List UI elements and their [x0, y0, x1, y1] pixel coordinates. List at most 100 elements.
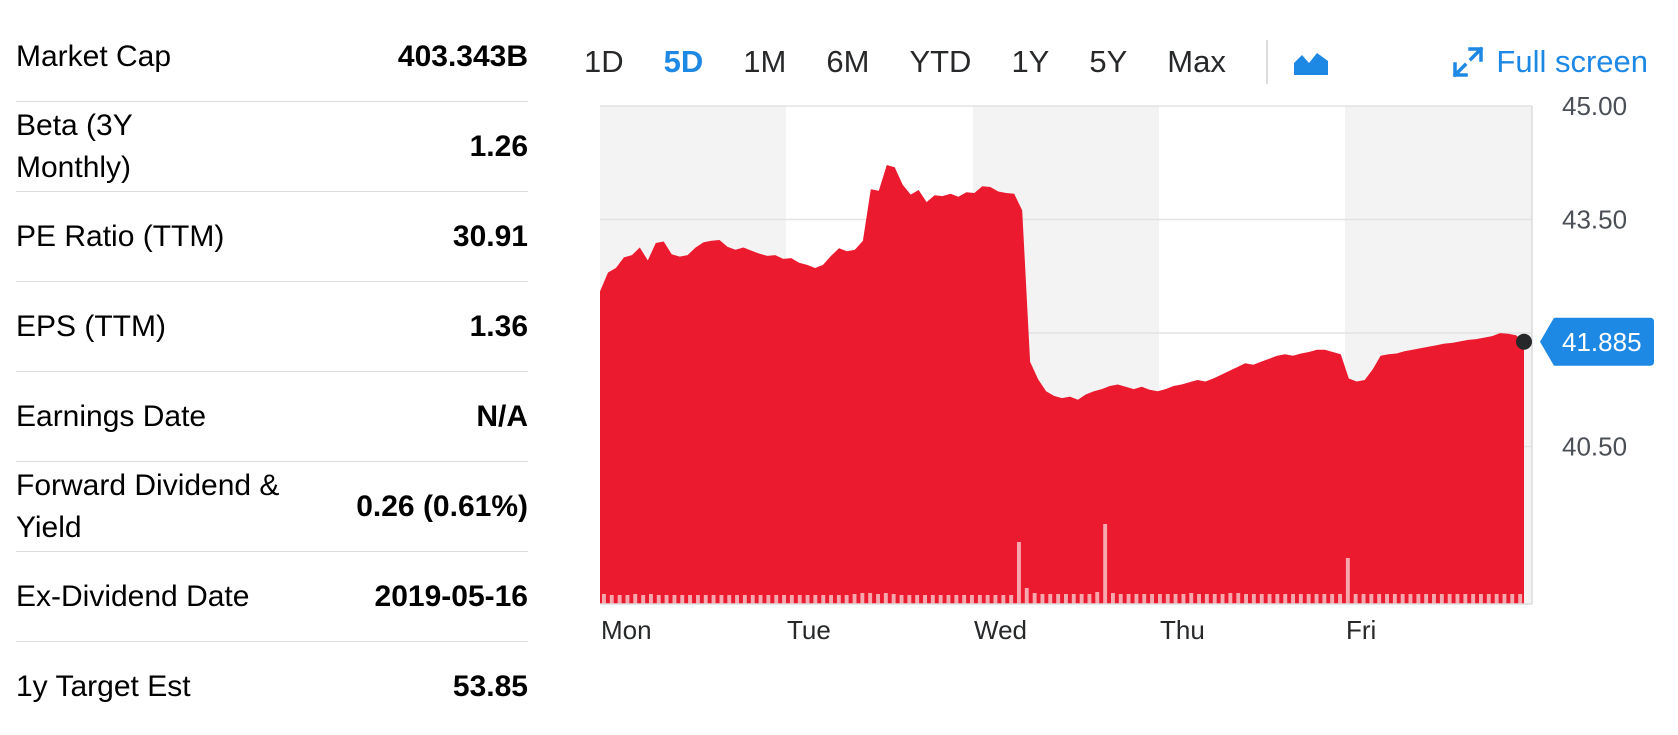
volume-bar [1197, 594, 1201, 604]
range-tab-5y[interactable]: 5Y [1089, 44, 1128, 79]
volume-bar [1322, 594, 1327, 604]
volume-bar [1087, 594, 1092, 604]
fullscreen-button[interactable]: Full screen [1452, 38, 1648, 86]
volume-bar [977, 595, 982, 604]
volume-bar [1392, 594, 1397, 604]
volume-bar [868, 593, 873, 604]
volume-bar [719, 595, 724, 604]
volume-bar [1181, 594, 1186, 604]
price-badge [1540, 317, 1654, 366]
x-tick-tue: Tue [787, 615, 831, 645]
volume-bar [1518, 594, 1523, 604]
volume-bar [1510, 594, 1515, 604]
volume-bar [1111, 593, 1115, 604]
volume-bar [1455, 594, 1460, 604]
volume-bar [946, 595, 951, 604]
range-tab-1y[interactable]: 1Y [1011, 44, 1050, 79]
volume-bar [1095, 592, 1100, 604]
volume-bar [797, 595, 802, 604]
stat-value: 0.26 (0.61%) [356, 489, 528, 523]
stat-value: 403.343B [397, 39, 528, 73]
volume-bar [907, 595, 912, 604]
volume-bar [860, 593, 865, 604]
volume-bar [930, 595, 935, 604]
volume-bar [821, 595, 826, 604]
last-price-dot [1516, 333, 1532, 350]
volume-bar [1385, 594, 1389, 604]
volume-bar [1377, 594, 1382, 604]
range-tab-1m[interactable]: 1M [743, 44, 787, 79]
mountain-chart-icon[interactable] [1292, 47, 1330, 77]
y-axis: 45.00 43.50 40.50 [1562, 91, 1627, 462]
volume-bar [1204, 594, 1209, 604]
volume-bar [766, 595, 771, 604]
volume-bar [727, 595, 732, 604]
quote-summary-table: Market Cap 403.343B Beta (3Y Monthly) 1.… [16, 12, 528, 732]
volume-bar [1212, 594, 1217, 604]
volume-bar [1314, 594, 1319, 604]
x-tick-fri: Fri [1346, 615, 1376, 645]
volume-bar [1079, 594, 1084, 604]
volume-bar [970, 595, 974, 604]
volume-bar [1048, 594, 1053, 604]
volume-bar [1165, 594, 1170, 604]
volume-bar [1142, 594, 1147, 604]
volume-bar [1158, 594, 1162, 604]
volume-bar [1009, 595, 1014, 604]
range-tab-5d[interactable]: 5D [663, 44, 704, 79]
volume-bar [1306, 594, 1311, 604]
volume-bar [891, 594, 896, 604]
volume-bar [899, 595, 904, 604]
range-tab-max[interactable]: Max [1167, 44, 1226, 79]
stat-value: 1.26 [469, 129, 528, 163]
volume-bar [1126, 594, 1131, 604]
stat-row-pe-ratio: PE Ratio (TTM) 30.91 [16, 192, 528, 282]
volume-bar [688, 595, 692, 604]
volume-bar [672, 595, 677, 604]
fullscreen-label: Full screen [1496, 44, 1648, 79]
stat-label: PE Ratio (TTM) [16, 219, 225, 253]
volume-bar [664, 595, 669, 604]
volume-bar [1502, 594, 1507, 604]
volume-bar [1228, 593, 1233, 604]
range-tab-1d[interactable]: 1D [584, 44, 624, 79]
volume-bar [1283, 594, 1288, 604]
volume-bar [883, 593, 888, 604]
volume-bar [1259, 594, 1264, 604]
volume-bar [813, 595, 818, 604]
volume-bar [1471, 594, 1476, 604]
stat-label: EPS (TTM) [16, 309, 166, 343]
volume-bar [703, 595, 708, 604]
volume-bar [609, 595, 614, 604]
stat-value: 53.85 [452, 670, 528, 703]
volume-bar [1275, 594, 1280, 604]
volume-bar [602, 594, 606, 604]
stat-row-forward-dividend: Forward Dividend & Yield 0.26 (0.61%) [16, 462, 528, 552]
volume-bars [602, 524, 1523, 604]
stat-row-market-cap: Market Cap 403.343B [16, 12, 528, 102]
volume-bar [1032, 593, 1037, 604]
stat-row-ex-dividend-date: Ex-Dividend Date 2019-05-16 [16, 552, 528, 642]
volume-bar [1291, 594, 1295, 604]
range-selector: 1D 5D 1M 6M YTD 1Y 5Y Max [584, 38, 1330, 86]
stat-value: N/A [476, 399, 528, 433]
volume-bar [1369, 594, 1374, 604]
volume-bar [617, 595, 622, 604]
range-tab-ytd[interactable]: YTD [909, 44, 972, 79]
volume-bar [1439, 594, 1444, 604]
volume-bar [1338, 594, 1342, 604]
volume-bar [1447, 594, 1452, 604]
volume-bar [1103, 524, 1108, 604]
volume-bar [1244, 594, 1248, 604]
volume-bar [1024, 588, 1029, 604]
volume-bar [1424, 594, 1429, 604]
volume-bar [625, 595, 630, 604]
volume-bar [1330, 594, 1335, 604]
x-tick-thu: Thu [1160, 615, 1205, 645]
range-tab-6m[interactable]: 6M [826, 44, 870, 79]
volume-bar [1040, 594, 1045, 604]
volume-bar [1017, 542, 1021, 604]
volume-bar [758, 595, 763, 604]
volume-bar [1220, 594, 1225, 604]
